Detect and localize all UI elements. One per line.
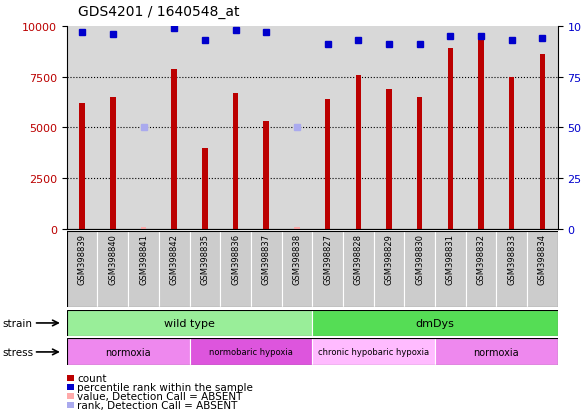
- Bar: [496, 231, 527, 308]
- Text: GSM398834: GSM398834: [538, 234, 547, 285]
- Text: GSM398827: GSM398827: [323, 234, 332, 285]
- Bar: [496, 27, 527, 229]
- Text: GSM398833: GSM398833: [507, 234, 517, 285]
- Bar: [98, 231, 128, 308]
- Text: normoxia: normoxia: [105, 347, 151, 357]
- Text: GSM398840: GSM398840: [108, 234, 117, 284]
- Text: wild type: wild type: [164, 318, 215, 328]
- Bar: [282, 231, 313, 308]
- Bar: [67, 27, 98, 229]
- Text: GDS4201 / 1640548_at: GDS4201 / 1640548_at: [78, 5, 240, 19]
- Bar: [374, 231, 404, 308]
- Bar: [189, 231, 220, 308]
- Bar: [264, 122, 269, 229]
- Bar: [251, 231, 282, 308]
- Bar: [141, 227, 146, 229]
- Bar: [435, 231, 466, 308]
- Bar: [189, 339, 313, 366]
- Bar: [466, 231, 496, 308]
- Bar: [466, 27, 496, 229]
- Text: count: count: [77, 373, 107, 383]
- Bar: [110, 98, 116, 229]
- Text: chronic hypobaric hypoxia: chronic hypobaric hypoxia: [318, 348, 429, 356]
- Text: dmDys: dmDys: [415, 318, 454, 328]
- Bar: [159, 27, 189, 229]
- Bar: [540, 55, 545, 229]
- Text: normobaric hypoxia: normobaric hypoxia: [209, 348, 293, 356]
- Bar: [313, 310, 558, 337]
- Text: GSM398836: GSM398836: [231, 234, 240, 285]
- Bar: [325, 100, 331, 229]
- Text: GSM398838: GSM398838: [292, 234, 302, 285]
- Bar: [202, 148, 207, 229]
- Bar: [417, 98, 422, 229]
- Bar: [527, 231, 558, 308]
- Bar: [313, 27, 343, 229]
- Bar: [128, 27, 159, 229]
- Bar: [233, 94, 238, 229]
- Text: GSM398839: GSM398839: [78, 234, 87, 285]
- Text: normoxia: normoxia: [474, 347, 519, 357]
- Bar: [159, 231, 189, 308]
- Bar: [67, 339, 189, 366]
- Text: value, Detection Call = ABSENT: value, Detection Call = ABSENT: [77, 391, 243, 401]
- Bar: [313, 231, 343, 308]
- Text: GSM398837: GSM398837: [262, 234, 271, 285]
- Text: GSM398829: GSM398829: [385, 234, 393, 284]
- Bar: [220, 27, 251, 229]
- Bar: [128, 231, 159, 308]
- Bar: [67, 231, 98, 308]
- Bar: [343, 27, 374, 229]
- Text: strain: strain: [3, 318, 33, 328]
- Text: rank, Detection Call = ABSENT: rank, Detection Call = ABSENT: [77, 400, 238, 410]
- Text: stress: stress: [3, 347, 34, 357]
- Bar: [509, 77, 515, 229]
- Bar: [98, 27, 128, 229]
- Text: GSM398835: GSM398835: [200, 234, 209, 285]
- Bar: [313, 339, 435, 366]
- Text: GSM398842: GSM398842: [170, 234, 179, 284]
- Bar: [294, 227, 300, 229]
- Bar: [435, 27, 466, 229]
- Bar: [171, 69, 177, 229]
- Bar: [447, 49, 453, 229]
- Bar: [80, 104, 85, 229]
- Text: GSM398831: GSM398831: [446, 234, 455, 285]
- Bar: [404, 231, 435, 308]
- Bar: [343, 231, 374, 308]
- Text: GSM398828: GSM398828: [354, 234, 363, 285]
- Text: GSM398841: GSM398841: [139, 234, 148, 284]
- Bar: [220, 231, 251, 308]
- Bar: [189, 27, 220, 229]
- Bar: [282, 27, 313, 229]
- Bar: [67, 310, 313, 337]
- Text: GSM398832: GSM398832: [476, 234, 486, 285]
- Bar: [527, 27, 558, 229]
- Bar: [404, 27, 435, 229]
- Bar: [374, 27, 404, 229]
- Text: GSM398830: GSM398830: [415, 234, 424, 285]
- Bar: [356, 76, 361, 229]
- Bar: [251, 27, 282, 229]
- Bar: [435, 339, 558, 366]
- Text: percentile rank within the sample: percentile rank within the sample: [77, 382, 253, 392]
- Bar: [478, 39, 484, 229]
- Bar: [386, 90, 392, 229]
